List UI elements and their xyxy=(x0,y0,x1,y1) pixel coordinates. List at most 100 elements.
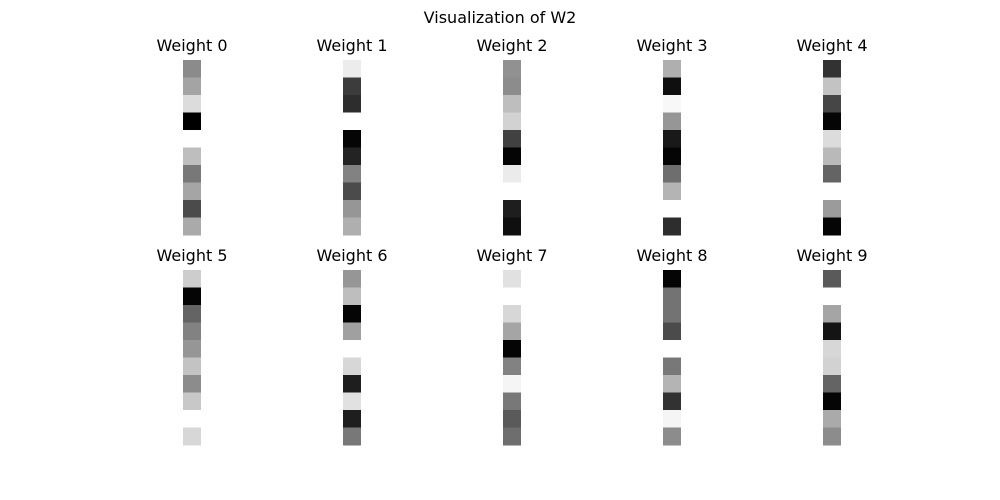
heatmap-cell xyxy=(183,112,201,131)
heatmap-cell xyxy=(663,217,681,236)
panel-title-weight-6: Weight 6 xyxy=(316,246,388,265)
panel-weight-5 xyxy=(183,270,201,446)
heatmap-cell xyxy=(663,340,681,358)
heatmap-cell xyxy=(503,60,521,78)
heatmap-cell xyxy=(663,95,681,113)
heatmap-cell xyxy=(183,217,201,236)
heatmap-cell xyxy=(663,287,681,306)
heatmap-cell xyxy=(823,182,841,201)
heatmap-cell xyxy=(503,112,521,131)
heatmap-cell xyxy=(343,130,361,148)
heatmap-cell xyxy=(663,357,681,376)
heatmap-cell xyxy=(503,410,521,428)
heatmap-cell xyxy=(503,340,521,358)
heatmap-cell xyxy=(823,392,841,411)
heatmap-cell xyxy=(503,95,521,113)
heatmap-cell xyxy=(503,200,521,218)
panel-title-weight-7: Weight 7 xyxy=(476,246,548,265)
heatmap-cell xyxy=(503,182,521,201)
heatmap-cell xyxy=(663,427,681,446)
heatmap-cell xyxy=(343,217,361,236)
heatmap-cell xyxy=(823,200,841,218)
heatmap-cell xyxy=(343,200,361,218)
heatmap-cell xyxy=(503,322,521,341)
heatmap-cell xyxy=(183,410,201,428)
heatmap-cell xyxy=(343,340,361,358)
heatmap-cell xyxy=(823,305,841,323)
heatmap-cell xyxy=(183,287,201,306)
panel-weight-6 xyxy=(343,270,361,446)
panel-title-weight-4: Weight 4 xyxy=(796,36,868,55)
heatmap-cell xyxy=(823,340,841,358)
heatmap-cell xyxy=(823,270,841,288)
heatmap-cell xyxy=(823,95,841,113)
heatmap-cell xyxy=(183,130,201,148)
heatmap-cell xyxy=(663,305,681,323)
heatmap-cell xyxy=(663,182,681,201)
heatmap-cell xyxy=(823,217,841,236)
figure-title: Visualization of W2 xyxy=(423,8,577,27)
heatmap-cell xyxy=(343,147,361,166)
heatmap-cell xyxy=(823,375,841,393)
heatmap-cell xyxy=(663,165,681,183)
heatmap-cell xyxy=(663,147,681,166)
panel-weight-3 xyxy=(663,60,681,236)
heatmap-cell xyxy=(343,375,361,393)
heatmap-cell xyxy=(183,200,201,218)
heatmap-cell xyxy=(503,375,521,393)
heatmap-cell xyxy=(183,305,201,323)
heatmap-cell xyxy=(183,322,201,341)
heatmap-cell xyxy=(343,410,361,428)
heatmap-cell xyxy=(183,427,201,446)
heatmap-cell xyxy=(183,147,201,166)
panel-title-weight-1: Weight 1 xyxy=(316,36,388,55)
heatmap-cell xyxy=(343,287,361,306)
heatmap-cell xyxy=(343,77,361,96)
heatmap-cell xyxy=(343,270,361,288)
heatmap-cell xyxy=(183,270,201,288)
heatmap-cell xyxy=(183,182,201,201)
heatmap-cell xyxy=(663,375,681,393)
panel-title-weight-2: Weight 2 xyxy=(476,36,548,55)
heatmap-cell xyxy=(343,165,361,183)
heatmap-cell xyxy=(663,200,681,218)
heatmap-cell xyxy=(183,60,201,78)
heatmap-cell xyxy=(663,77,681,96)
heatmap-cell xyxy=(343,357,361,376)
heatmap-cell xyxy=(343,427,361,446)
panel-title-weight-3: Weight 3 xyxy=(636,36,708,55)
heatmap-cell xyxy=(663,410,681,428)
heatmap-cell xyxy=(823,322,841,341)
heatmap-cell xyxy=(663,392,681,411)
heatmap-cell xyxy=(823,165,841,183)
heatmap-cell xyxy=(663,270,681,288)
heatmap-cell xyxy=(823,130,841,148)
heatmap-cell xyxy=(823,357,841,376)
heatmap-cell xyxy=(503,357,521,376)
heatmap-cell xyxy=(183,357,201,376)
heatmap-cell xyxy=(183,340,201,358)
heatmap-cell xyxy=(183,77,201,96)
heatmap-cell xyxy=(343,95,361,113)
heatmap-cell xyxy=(823,427,841,446)
heatmap-cell xyxy=(343,322,361,341)
panel-title-weight-0: Weight 0 xyxy=(156,36,228,55)
heatmap-cell xyxy=(663,130,681,148)
panel-title-weight-5: Weight 5 xyxy=(156,246,228,265)
heatmap-cell xyxy=(343,305,361,323)
heatmap-cell xyxy=(663,60,681,78)
panel-weight-1 xyxy=(343,60,361,236)
panel-weight-9 xyxy=(823,270,841,446)
panel-title-weight-8: Weight 8 xyxy=(636,246,708,265)
heatmap-cell xyxy=(823,410,841,428)
heatmap-cell xyxy=(663,112,681,131)
panel-title-weight-9: Weight 9 xyxy=(796,246,868,265)
panel-weight-8 xyxy=(663,270,681,446)
heatmap-cell xyxy=(503,305,521,323)
panel-weight-0 xyxy=(183,60,201,236)
heatmap-cell xyxy=(343,112,361,131)
heatmap-cell xyxy=(343,182,361,201)
heatmap-cell xyxy=(183,375,201,393)
